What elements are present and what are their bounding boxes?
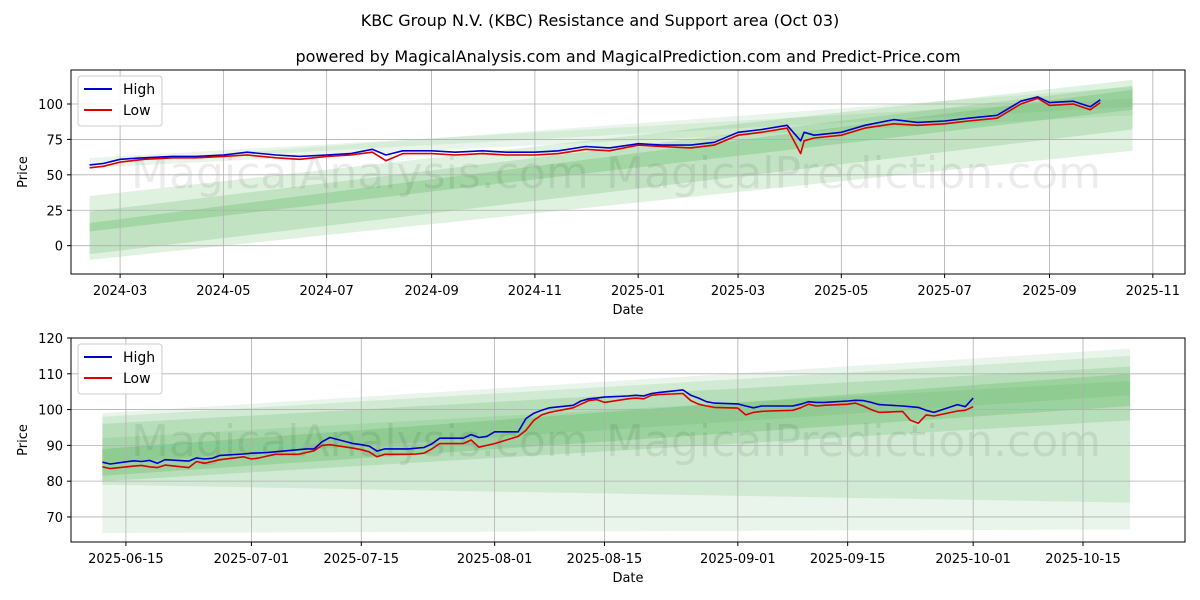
legend-label-high: High [123, 350, 155, 366]
chart-title: KBC Group N.V. (KBC) Resistance and Supp… [361, 11, 839, 30]
y-tick-label: 25 [46, 204, 63, 219]
support-resistance-band [89, 87, 1133, 168]
support-resistance-band [89, 98, 1133, 164]
x-tick-label: 2025-05 [814, 284, 868, 299]
x-tick-label: 2025-07-15 [323, 552, 399, 567]
x-tick-label: 2025-10-15 [1045, 552, 1121, 567]
watermark-prediction: MagicalPrediction.com [606, 416, 1101, 467]
x-tick-label: 2025-09 [1022, 284, 1076, 299]
x-tick-label: 2024-09 [404, 284, 458, 299]
x-tick-label: 2025-07-01 [214, 552, 290, 567]
series-line-high [102, 389, 974, 465]
x-tick-label: 2025-06-15 [88, 552, 164, 567]
watermark-prediction: MagicalPrediction.com [606, 148, 1101, 199]
legend-label-low: Low [123, 103, 151, 119]
y-tick-label: 100 [38, 404, 63, 419]
x-tick-label: 2025-07 [917, 284, 971, 299]
x-axis-label: Date [612, 303, 643, 318]
legend: High Low [77, 75, 163, 127]
watermark-analysis: MagicalAnalysis.com [131, 416, 589, 467]
y-tick-label: 80 [46, 475, 63, 490]
y-tick-label: 0 [55, 240, 63, 255]
y-axis-label: Price [16, 424, 31, 456]
x-tick-label: 2025-01 [611, 284, 665, 299]
x-tick-label: 2025-08-15 [567, 552, 643, 567]
band-group [102, 348, 1131, 534]
series-group [102, 389, 974, 470]
legend: High Low [77, 343, 163, 395]
chart-subtitle: powered by MagicalAnalysis.com and Magic… [295, 47, 960, 66]
x-tick-label: 2025-10-01 [935, 552, 1011, 567]
support-resistance-band [89, 89, 1133, 232]
x-tick-label: 2024-07 [299, 284, 353, 299]
band-group [89, 79, 1133, 260]
series-line-low [102, 392, 974, 470]
support-resistance-band [102, 355, 1131, 503]
x-tick-label: 2025-11 [1126, 284, 1180, 299]
series-line-low [89, 97, 1101, 169]
y-tick-label: 90 [46, 439, 63, 454]
support-resistance-band [102, 366, 1131, 482]
y-tick-label: 75 [46, 133, 63, 148]
top-panel: MagicalAnalysis.com MagicalPrediction.com… [16, 69, 1186, 318]
x-tick-label: 2025-03 [711, 284, 765, 299]
bottom-panel: MagicalAnalysis.com MagicalPrediction.com… [16, 332, 1186, 586]
series-group [89, 96, 1101, 169]
legend-label-low: Low [123, 371, 151, 387]
support-resistance-band [102, 348, 1131, 534]
plot-frame [70, 337, 1186, 543]
plot-frame [70, 69, 1186, 275]
legend-label-high: High [123, 82, 155, 98]
x-tick-label: 2025-08-01 [457, 552, 533, 567]
support-resistance-band [102, 373, 1131, 476]
x-tick-label: 2025-09-01 [700, 552, 776, 567]
x-tick-label: 2024-11 [508, 284, 562, 299]
y-tick-label: 70 [46, 511, 63, 526]
y-axis-label: Price [16, 156, 31, 188]
y-tick-label: 100 [38, 98, 63, 113]
x-axis-label: Date [612, 571, 643, 586]
x-tick-label: 2024-05 [196, 284, 250, 299]
y-tick-label: 110 [38, 368, 63, 383]
support-resistance-band [102, 380, 1131, 464]
series-line-high [89, 96, 1101, 166]
x-tick-label: 2025-09-15 [810, 552, 886, 567]
y-tick-label: 120 [38, 332, 63, 347]
y-tick-label: 50 [46, 169, 63, 184]
x-tick-label: 2024-03 [93, 284, 147, 299]
support-resistance-band [89, 79, 1133, 260]
